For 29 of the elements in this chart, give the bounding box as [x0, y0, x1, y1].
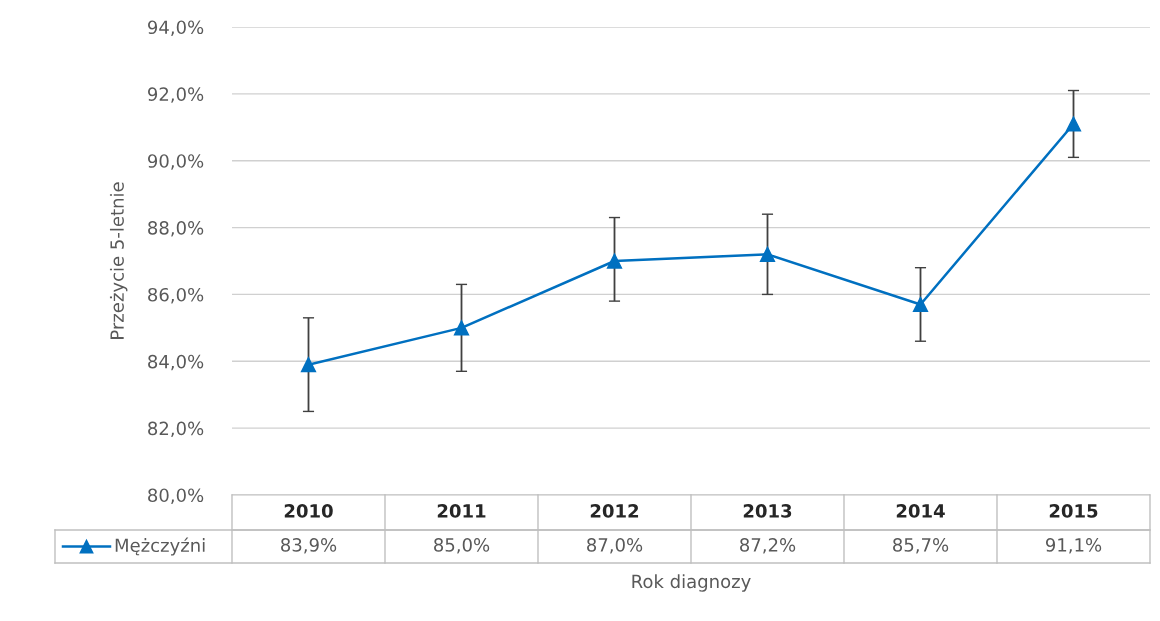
point	[453, 320, 470, 336]
data-label: 85,7%	[893, 538, 949, 554]
x-tick-label: 2013	[743, 504, 792, 518]
x-tick-label: 2011	[437, 504, 486, 518]
x-axis-title: Rok diagnozy	[632, 574, 751, 592]
data-label: 91,1%	[1045, 538, 1102, 554]
point	[606, 253, 623, 269]
y-tick-label: 94,0%	[148, 20, 204, 36]
x-tick-label: 2015	[1049, 504, 1098, 518]
y-tick-label: 84,0%	[148, 354, 204, 371]
y-tick-label: 92,0%	[148, 87, 204, 103]
y-tick-label: 86,0%	[148, 287, 204, 304]
x-tick-label: 2014	[896, 504, 945, 518]
y-tick-label: 82,0%	[148, 421, 204, 438]
data-label: 83,9%	[281, 538, 337, 554]
legend-label: Mężczyźni	[115, 537, 205, 556]
point	[300, 356, 317, 373]
y-tick-label: 90,0%	[148, 154, 204, 170]
x-tick-label: 2010	[284, 504, 333, 518]
data-label: 85,0%	[434, 538, 490, 554]
y-axis-title: Przeżycie 5-letnie	[109, 182, 128, 339]
point	[1065, 116, 1082, 132]
data-label: 87,0%	[587, 538, 643, 554]
point	[759, 246, 776, 262]
y-tick-label: 88,0%	[148, 221, 204, 237]
y-tick-label: 80,0%	[148, 488, 204, 504]
x-tick-label: 2012	[590, 504, 639, 518]
data-label: 87,2%	[740, 538, 796, 554]
point	[912, 296, 929, 313]
